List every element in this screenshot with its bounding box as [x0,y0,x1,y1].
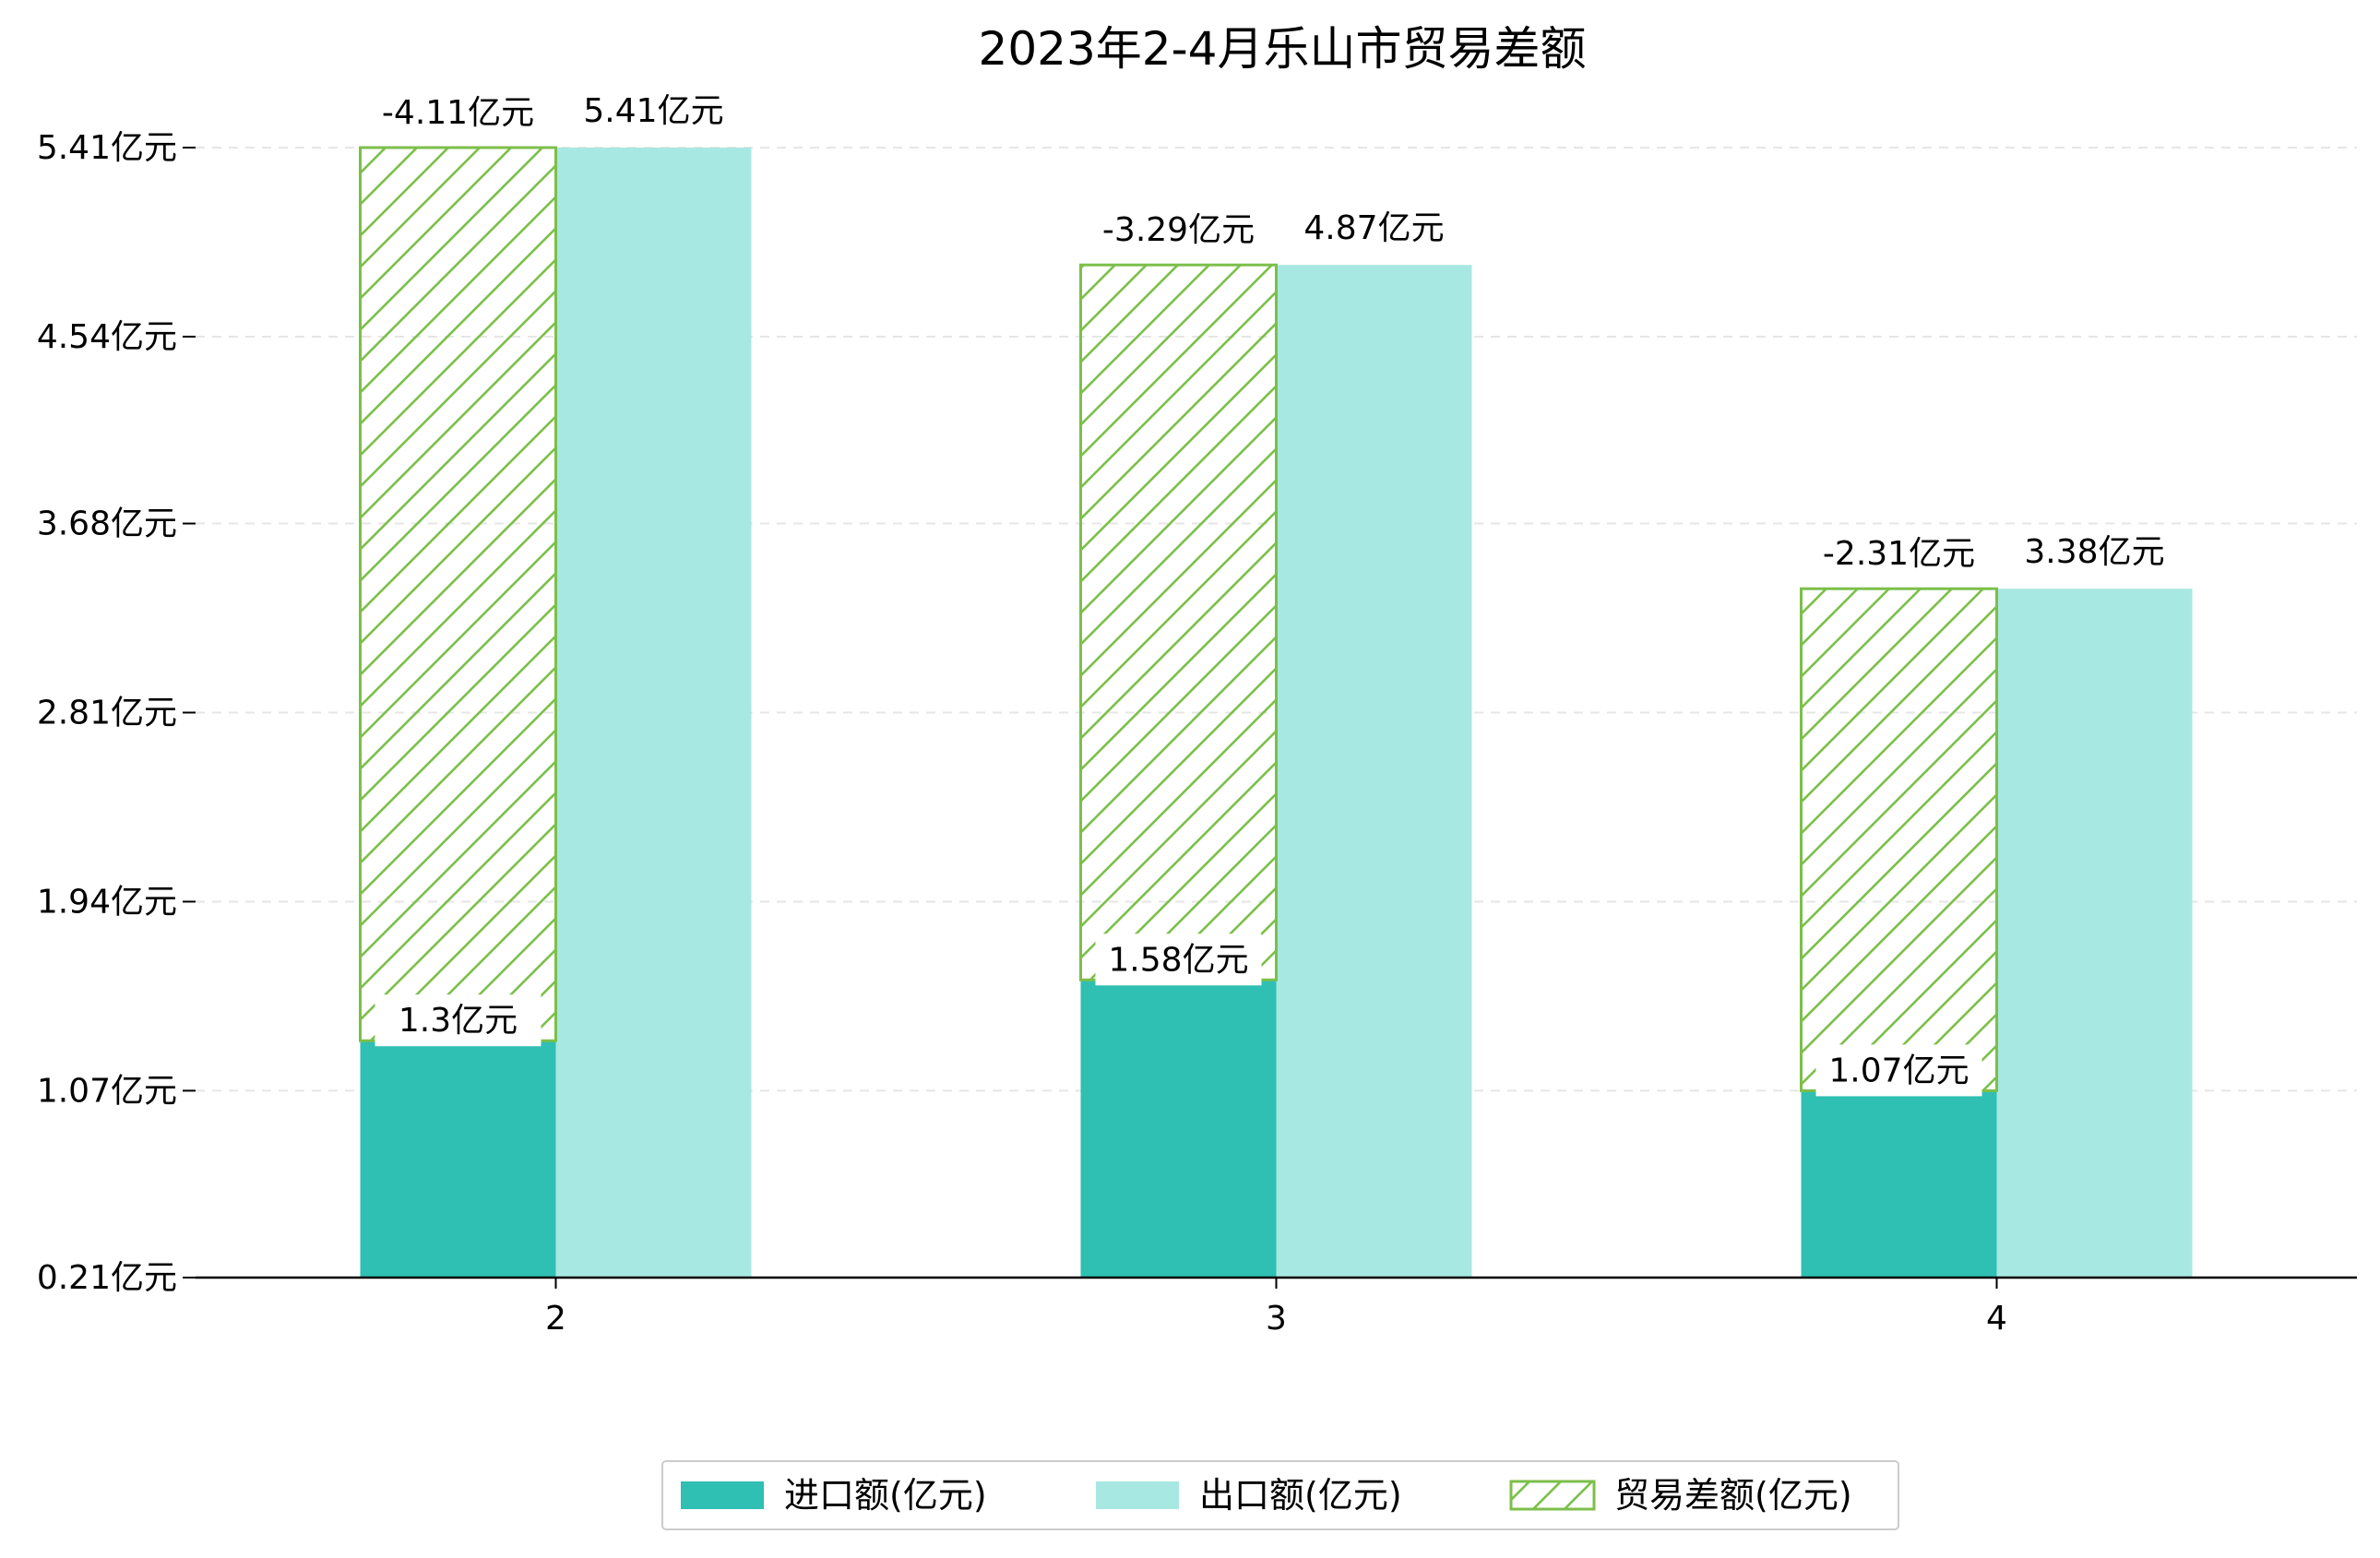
y-tick-label: 5.41亿元 [37,129,177,167]
x-tick-label: 3 [1266,1300,1287,1338]
bars [359,146,2193,1278]
legend-label-balance: 贸易差额(亿元) [1614,1475,1852,1516]
export-value-label-bg [1281,202,1467,255]
export-value-label: 5.41亿元 [583,92,723,130]
balance-value-label: -4.11亿元 [382,94,534,132]
import-value-label: 1.58亿元 [1108,941,1248,979]
legend-frame [661,1460,1899,1530]
y-tick-label: 1.94亿元 [37,883,177,921]
import-value-label: 1.3亿元 [399,1002,518,1040]
export-bar [1276,265,1472,1278]
balance-bar [1800,587,1998,1092]
import-value-label-bg [1815,1044,1982,1097]
balance-value-label-bg [1806,528,1992,580]
import-bar [1080,980,1277,1278]
legend-swatch-import [681,1481,764,1509]
balance-value-label-bg [365,87,551,138]
import-value-label-bg [1095,934,1262,986]
balance-value-label-bg [1086,204,1271,256]
import-bar [360,1041,556,1278]
x-tick-label: 4 [1986,1300,2007,1338]
legend-label-export: 出口额(亿元) [1199,1475,1402,1516]
y-tick-label: 4.54亿元 [37,318,177,356]
balance-bar [359,146,557,1042]
balance-value-label: -3.29亿元 [1102,211,1255,249]
y-tick-label: 1.07亿元 [37,1072,177,1110]
export-bar [555,148,752,1278]
chart-title: 2023年2-4月乐山市贸易差额 [979,22,1587,76]
import-bar [1801,1090,1997,1278]
legend-swatch-export [1096,1481,1179,1509]
y-tick-label: 3.68亿元 [37,505,177,543]
export-value-label-bg [561,85,746,137]
export-value-label: 4.87亿元 [1303,209,1444,247]
export-bar [1996,589,2193,1278]
balance-value-label: -2.31亿元 [1823,535,1975,573]
import-value-label: 1.07亿元 [1828,1052,1969,1089]
balance-bar [1079,263,1278,981]
export-value-label: 3.38亿元 [2024,533,2164,571]
data-labels: 1.3亿元 5.41亿元 -4.11亿元 1.58亿元 4.87亿元 -3.29亿元 1.0… [365,85,2187,1097]
legend-label-import: 进口额(亿元) [784,1475,987,1516]
legend: 进口额(亿元) 出口额(亿元) 贸易差额(亿元) [661,1460,1899,1530]
y-tick-label: 0.21亿元 [37,1259,177,1297]
axes: 0.21亿元 1.07亿元 1.94亿元 2.81亿元 3.68亿元 4.54亿元 5.41… [37,129,2357,1338]
legend-swatch-balance [1509,1480,1596,1511]
y-tick-label: 2.81亿元 [37,695,177,732]
import-value-label-bg [375,994,541,1047]
x-tick-label: 2 [545,1300,566,1338]
export-value-label-bg [2002,526,2187,578]
